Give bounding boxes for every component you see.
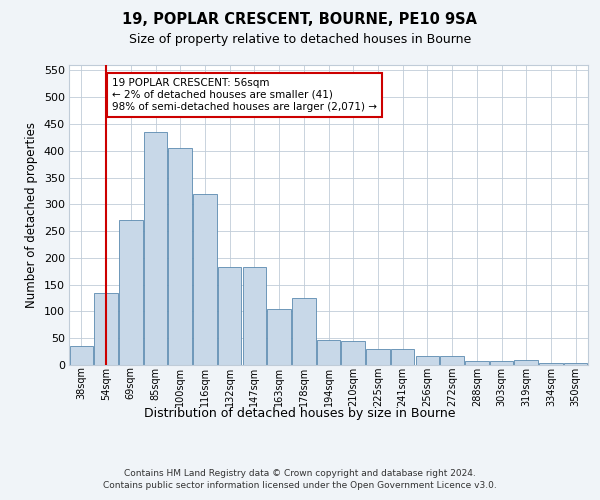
Bar	[564, 363, 587, 365]
Bar	[119, 220, 143, 365]
Text: Distribution of detached houses by size in Bourne: Distribution of detached houses by size …	[144, 408, 456, 420]
Bar	[268, 310, 291, 365]
Bar	[440, 356, 464, 365]
Bar	[539, 364, 563, 365]
Bar	[218, 267, 241, 365]
Text: 19 POPLAR CRESCENT: 56sqm
← 2% of detached houses are smaller (41)
98% of semi-d: 19 POPLAR CRESCENT: 56sqm ← 2% of detach…	[112, 78, 377, 112]
Bar	[193, 194, 217, 365]
Bar	[169, 148, 192, 365]
Bar	[144, 132, 167, 365]
Bar	[465, 360, 488, 365]
Bar	[391, 349, 415, 365]
Bar	[317, 340, 340, 365]
Bar	[341, 341, 365, 365]
Bar	[490, 360, 513, 365]
Bar	[94, 292, 118, 365]
Y-axis label: Number of detached properties: Number of detached properties	[25, 122, 38, 308]
Bar	[292, 298, 316, 365]
Bar	[416, 356, 439, 365]
Text: Size of property relative to detached houses in Bourne: Size of property relative to detached ho…	[129, 32, 471, 46]
Bar	[366, 349, 389, 365]
Text: Contains HM Land Registry data © Crown copyright and database right 2024.
Contai: Contains HM Land Registry data © Crown c…	[103, 468, 497, 490]
Bar	[514, 360, 538, 365]
Bar	[70, 346, 93, 365]
Bar	[242, 267, 266, 365]
Text: 19, POPLAR CRESCENT, BOURNE, PE10 9SA: 19, POPLAR CRESCENT, BOURNE, PE10 9SA	[122, 12, 478, 28]
